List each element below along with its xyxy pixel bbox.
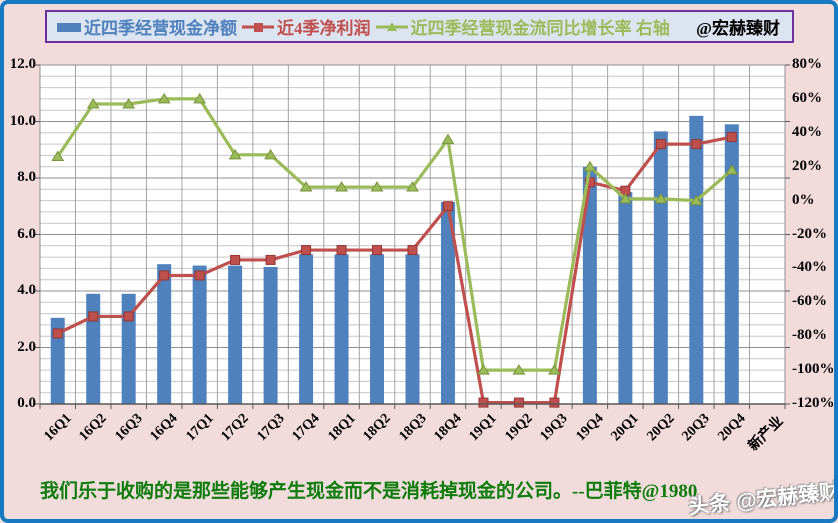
axis-ticks [35, 64, 790, 409]
left-axis-tick-4.0: 4.0 [17, 282, 36, 298]
square-marker-18Q3 [407, 245, 418, 256]
square-marker-16Q3 [123, 311, 134, 322]
footer-quote: 我们乐于收购的是那些能够产生现金而不是消耗掉现金的公司。--巴菲特@1980 [40, 481, 698, 502]
legend-item-cashflow-growth: 近四季经营现金流同比增长率 右轴 [375, 14, 670, 39]
bar-18Q3 [405, 254, 420, 404]
right-axis-tick--40%: -40% [792, 259, 827, 276]
square-marker-16Q4 [159, 270, 170, 281]
square-marker-17Q4 [301, 245, 312, 256]
square-marker-20Q2 [655, 139, 666, 150]
triangle-marker-18Q1 [335, 181, 348, 192]
triangle-marker-17Q1 [193, 92, 207, 104]
legend-item-operating-cashflow: 近四季经营现金净额 [57, 14, 237, 39]
right-axis-tick-80%: 80% [792, 56, 822, 72]
triangle-marker-20Q2 [654, 192, 668, 204]
triangle-marker-20Q3 [689, 194, 703, 206]
triangle-marker-18Q3 [406, 181, 419, 192]
bar-19Q4 [582, 166, 597, 404]
triangle-marker-17Q2 [228, 148, 242, 160]
legend-label-net-profit: 近4季净利润 [277, 19, 371, 38]
right-axis-tick--60%: -60% [792, 293, 827, 310]
bar-18Q2 [370, 254, 385, 404]
triangle-marker-16Q3 [122, 98, 136, 109]
triangle-marker-17Q3 [264, 148, 277, 160]
triangle-marker-19Q4 [583, 160, 597, 172]
triangle-marker-16Q2 [86, 98, 100, 109]
square-marker-17Q3 [265, 254, 276, 265]
square-marker-18Q4 [442, 201, 453, 212]
triangle-marker-18Q2 [370, 181, 384, 192]
legend-item-net-profit: 近4季净利润 [242, 14, 371, 39]
triangle-marker-17Q4 [299, 181, 313, 192]
left-axis-tick-6.0: 6.0 [17, 225, 36, 242]
right-axis-tick--120%: -120% [792, 395, 835, 411]
triangle-marker-20Q4 [725, 164, 739, 175]
left-axis-tick-10.0: 10.0 [9, 112, 36, 129]
bar-17Q2 [228, 265, 243, 404]
bar-swatch-icon [57, 22, 81, 32]
left-axis-tick-0.0: 0.0 [17, 395, 36, 411]
square-marker-19Q2 [513, 397, 524, 408]
legend-label-cashflow-growth: 近四季经营现金流同比增长率 右轴 [410, 19, 670, 38]
left-axis-tick-12.0: 12.0 [9, 56, 36, 72]
square-marker-19Q1 [478, 397, 489, 408]
square-marker-20Q4 [726, 132, 737, 143]
square-marker-17Q2 [230, 254, 241, 265]
triangle-marker-16Q4 [157, 92, 171, 104]
right-axis-tick-20%: 20% [792, 157, 822, 174]
triangle-marker-19Q3 [548, 364, 561, 375]
triangle-marker-18Q4 [441, 133, 455, 145]
right-axis-tick--100%: -100% [792, 361, 835, 378]
square-marker-19Q3 [549, 397, 560, 408]
bar-20Q3 [689, 115, 704, 404]
left-axis-tick-2.0: 2.0 [17, 338, 36, 355]
bar-16Q1 [50, 317, 65, 404]
right-axis-tick--80%: -80% [792, 327, 827, 344]
legend-label-operating-cashflow: 近四季经营现金净额 [84, 19, 237, 38]
triangle-marker-19Q2 [512, 364, 526, 375]
triangle-marker-19Q1 [477, 364, 490, 375]
bar-18Q4 [440, 202, 455, 404]
bar-20Q2 [653, 131, 668, 404]
square-marker-19Q4 [584, 177, 595, 188]
line-triangle-swatch-icon [375, 21, 408, 31]
bar-20Q1 [618, 192, 633, 404]
bar-18Q1 [334, 254, 349, 404]
left-axis-tick-8.0: 8.0 [17, 169, 36, 185]
bar-20Q4 [724, 124, 739, 404]
triangle-marker-20Q1 [618, 192, 632, 204]
right-axis-tick-60%: 60% [792, 89, 822, 106]
square-marker-16Q2 [88, 311, 99, 322]
bar-17Q1 [192, 265, 207, 404]
square-marker-20Q3 [691, 139, 702, 150]
bars-series [50, 115, 739, 404]
square-marker-17Q1 [194, 270, 205, 281]
right-axis-tick-40%: 40% [792, 123, 822, 140]
legend-credit: @宏赫臻财 [696, 19, 780, 38]
legend: 近四季经营现金净额 近4季净利润 近四季经营现金流同比增长率 右轴 @宏赫臻财 [45, 10, 794, 43]
line-series-1 [52, 132, 737, 408]
bar-16Q4 [157, 264, 172, 404]
bar-17Q3 [263, 266, 278, 404]
right-axis-tick-0%: 0% [792, 191, 815, 208]
bar-16Q2 [86, 293, 101, 404]
bar-17Q4 [299, 254, 314, 404]
line-square-swatch-icon [242, 22, 274, 32]
line-series-2 [51, 92, 739, 375]
right-axis-tick--20%: -20% [792, 225, 827, 242]
square-marker-18Q1 [336, 245, 347, 256]
triangle-marker-16Q1 [51, 150, 65, 162]
square-marker-18Q2 [372, 245, 383, 256]
square-marker-16Q1 [52, 328, 63, 339]
